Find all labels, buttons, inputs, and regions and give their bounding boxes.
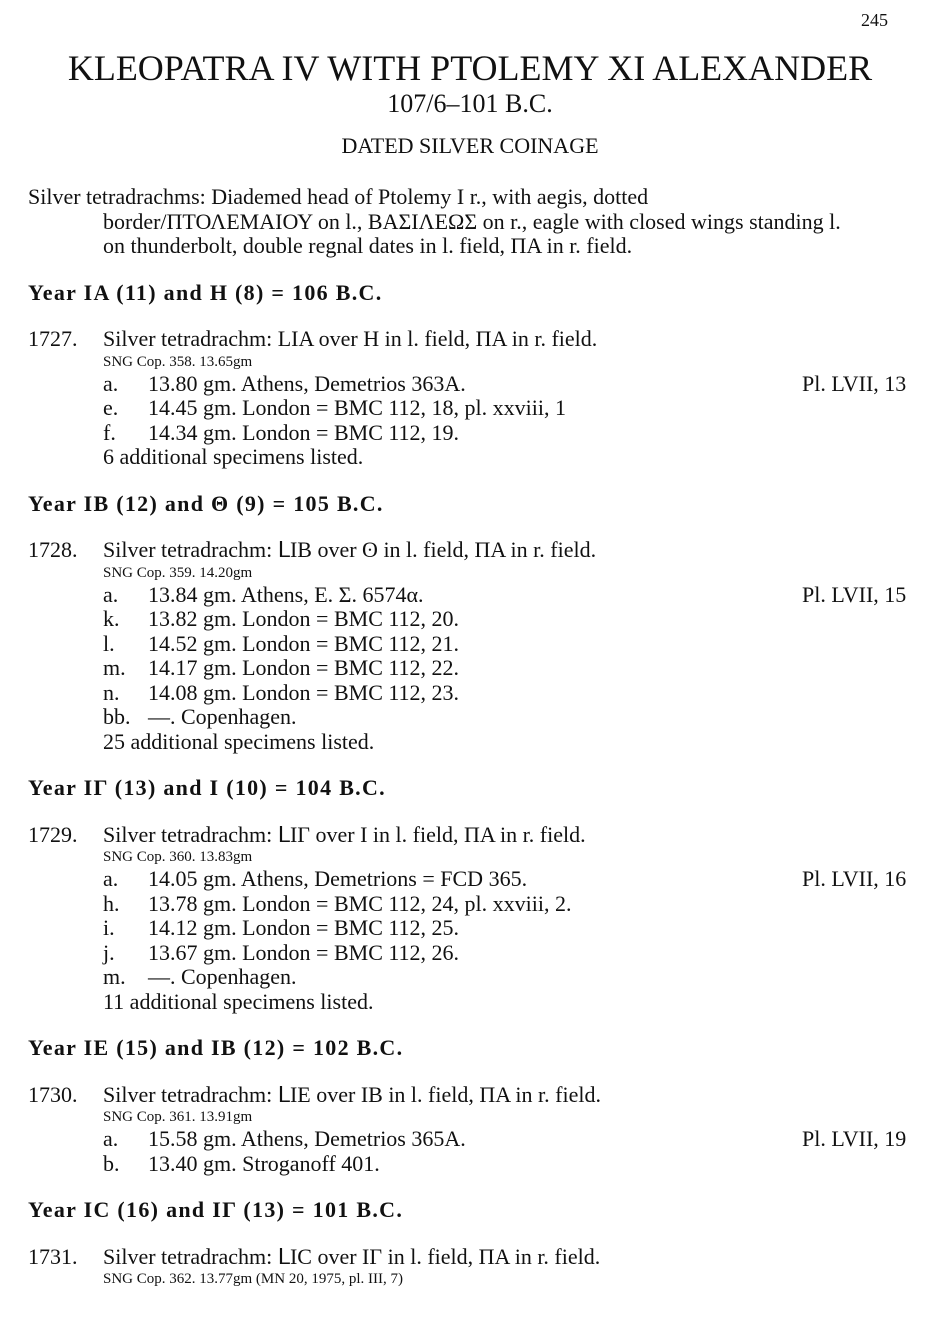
specimen-text: 13.80 gm. Athens, Demetrios 363A.	[148, 370, 466, 396]
reference: SNG Cop. 358. 13.65gm	[103, 353, 253, 370]
intro-line: on thunderbolt, double regnal dates in l…	[103, 233, 633, 258]
specimen-text: 13.78 gm. London = BMC 112, 24, pl. xxvi…	[148, 890, 572, 916]
entry-number: 1731.	[28, 1243, 78, 1269]
specimen-text: —. Copenhagen.	[148, 964, 297, 989]
entry: 1729. Silver tetradrachm: ᒪIΓ over I in l…	[28, 821, 932, 848]
plate-ref: Pl. LVII, 13	[802, 370, 907, 396]
specimen-text: 14.12 gm. London = BMC 112, 25.	[148, 915, 460, 940]
entry: 1730. Silver tetradrachm: ᒪIE over IB in …	[28, 1081, 932, 1108]
entry-description: Silver tetradrachm: ᒪIB over ʘ in l. fie…	[103, 537, 597, 562]
entry: 1727. Silver tetradrachm: LIA over H in l…	[28, 326, 932, 352]
specimen: k. 13.82 gm. London = BMC 112, 20.	[28, 606, 932, 632]
entry-description: Silver tetradrachm: ᒪIΓ over I in l. fie…	[103, 821, 586, 847]
entry: 1731. Silver tetradrachm: ᒪIC over IΓ in …	[28, 1243, 932, 1270]
year-heading: Year IΓ (13) and I (10) = 104 B.C.	[28, 775, 386, 800]
specimen-text: 13.67 gm. London = BMC 112, 26.	[148, 939, 460, 965]
entry: 1728. Silver tetradrachm: ᒪIB over ʘ in l…	[28, 537, 932, 563]
specimen: i. 14.12 gm. London = BMC 112, 25.	[28, 915, 932, 941]
coin-group: Year IB (12) and Θ (9) = 105 B.C. 1728. Si…	[28, 490, 932, 755]
specimen: m. —. Copenhagen.	[28, 964, 932, 990]
specimen: a. 15.58 gm. Athens, Demetrios 365A. Pl. L…	[28, 1126, 932, 1152]
note: 11 additional specimens listed.	[103, 988, 374, 1014]
entry-number: 1729.	[28, 821, 78, 847]
specimen: l. 14.52 gm. London = BMC 112, 21.	[28, 630, 932, 657]
note: 6 additional specimens listed.	[103, 444, 364, 469]
coin-group: Year IC (16) and IΓ (13) = 101 B.C. 1731.…	[28, 1197, 932, 1289]
specimen: a. 13.84 gm. Athens, E. Σ. 6574α. Pl. LVII…	[28, 581, 932, 608]
reference: SNG Cop. 360. 13.83gm	[103, 849, 253, 865]
specimen-letter: k.	[103, 606, 120, 631]
specimen: h. 13.78 gm. London = BMC 112, 24, pl. xx…	[28, 890, 932, 917]
specimen-letter: m.	[103, 655, 126, 680]
year-heading: Year IA (11) and H (8) = 106 B.C.	[28, 279, 383, 305]
specimen: e. 14.45 gm. London = BMC 112, 18, pl. xx…	[28, 395, 932, 421]
reference: SNG Cop. 361. 13.91gm	[103, 1109, 253, 1125]
specimen-letter: l.	[103, 630, 115, 656]
specimen-letter: h.	[103, 890, 120, 916]
specimen: m. 14.17 gm. London = BMC 112, 22.	[28, 655, 932, 681]
specimen-text: —. Copenhagen.	[148, 704, 297, 729]
specimen-text: 14.05 gm. Athens, Demetrions = FCD 365.	[148, 866, 528, 891]
specimen: a. 14.05 gm. Athens, Demetrions = FCD 365…	[28, 866, 932, 892]
content: Silver tetradrachms: Diademed head of Pt…	[28, 184, 932, 1289]
entry-description: Silver tetradrachm: ᒪIC over IΓ in l. fi…	[103, 1243, 601, 1269]
plate-ref: Pl. LVII, 16	[802, 866, 907, 891]
reference: SNG Cop. 359. 14.20gm	[103, 564, 253, 581]
specimen-letter: i.	[103, 915, 115, 940]
section-title: DATED SILVER COINAGE	[341, 133, 599, 158]
year-heading: Year IB (12) and Θ (9) = 105 B.C.	[28, 490, 384, 516]
specimen: j. 13.67 gm. London = BMC 112, 26.	[28, 939, 932, 966]
specimen-letter: e.	[103, 395, 119, 420]
specimen: n. 14.08 gm. London = BMC 112, 23.	[28, 679, 932, 706]
specimen: a. 13.80 gm. Athens, Demetrios 363A. Pl. L…	[28, 370, 932, 397]
dates: 107/6–101 B.C.	[387, 89, 553, 118]
specimen: f. 14.34 gm. London = BMC 112, 19.	[28, 419, 932, 446]
year-heading: Year IE (15) and IB (12) = 102 B.C.	[28, 1035, 404, 1060]
intro-line: border/ΠΤΟΛΕΜΑΙΟΥ on l., ΒΑΣΙΛΕΩΣ on r.,…	[103, 208, 841, 234]
specimen-letter: n.	[103, 679, 120, 705]
specimen-text: 14.34 gm. London = BMC 112, 19.	[148, 419, 460, 445]
specimen-letter: b.	[103, 1150, 120, 1176]
specimen: bb. —. Copenhagen.	[28, 704, 932, 730]
intro-line: Silver tetradrachms: Diademed head of Pt…	[28, 184, 649, 209]
specimen-text: 13.84 gm. Athens, E. Σ. 6574α.	[148, 581, 424, 607]
coin-group: Year IΓ (13) and I (10) = 104 B.C. 1729. S…	[28, 775, 932, 1014]
reference: SNG Cop. 362. 13.77gm (MN 20, 1975, pl. …	[103, 1271, 403, 1287]
plate-ref: Pl. LVII, 15	[802, 581, 907, 607]
note: 25 additional specimens listed.	[103, 728, 375, 754]
entry-number: 1727.	[28, 326, 78, 351]
specimen-text: 14.52 gm. London = BMC 112, 21.	[148, 630, 460, 656]
specimen-text: 14.17 gm. London = BMC 112, 22.	[148, 655, 460, 680]
specimen-letter: a.	[103, 1126, 119, 1151]
year-heading: Year IC (16) and IΓ (13) = 101 B.C.	[28, 1197, 404, 1222]
specimen-letter: a.	[103, 370, 119, 396]
specimen-letter: bb.	[103, 704, 131, 729]
specimen-letter: m.	[103, 964, 126, 989]
entry-number: 1728.	[28, 537, 78, 562]
coin-group: Year IE (15) and IB (12) = 102 B.C. 1730.…	[28, 1035, 932, 1177]
specimen-text: 13.82 gm. London = BMC 112, 20.	[148, 606, 460, 631]
intro: Silver tetradrachms: Diademed head of Pt…	[28, 184, 932, 259]
specimen-text: 13.40 gm. Stroganoff 401.	[148, 1150, 380, 1176]
specimen-letter: j.	[103, 939, 115, 965]
specimen-letter: a.	[103, 581, 119, 607]
specimen-text: 15.58 gm. Athens, Demetrios 365A.	[148, 1126, 466, 1151]
specimen-text: 14.45 gm. London = BMC 112, 18, pl. xxvi…	[148, 395, 566, 420]
coin-group: Year IA (11) and H (8) = 106 B.C. 1727. Si…	[28, 279, 932, 470]
entry-description: Silver tetradrachm: ᒪIE over IB in l. fi…	[103, 1081, 601, 1107]
page-number: 245	[861, 10, 888, 30]
specimen-letter: f.	[103, 419, 116, 445]
specimen-text: 14.08 gm. London = BMC 112, 23.	[148, 679, 460, 705]
specimen: b. 13.40 gm. Stroganoff 401.	[28, 1150, 932, 1177]
title: KLEOPATRA IV WITH PTOLEMY XI ALEXANDER	[67, 48, 873, 88]
entry-description: Silver tetradrachm: LIA over H in l. fie…	[103, 326, 598, 351]
plate-ref: Pl. LVII, 19	[802, 1126, 907, 1151]
specimen-letter: a.	[103, 866, 119, 891]
entry-number: 1730.	[28, 1081, 78, 1107]
